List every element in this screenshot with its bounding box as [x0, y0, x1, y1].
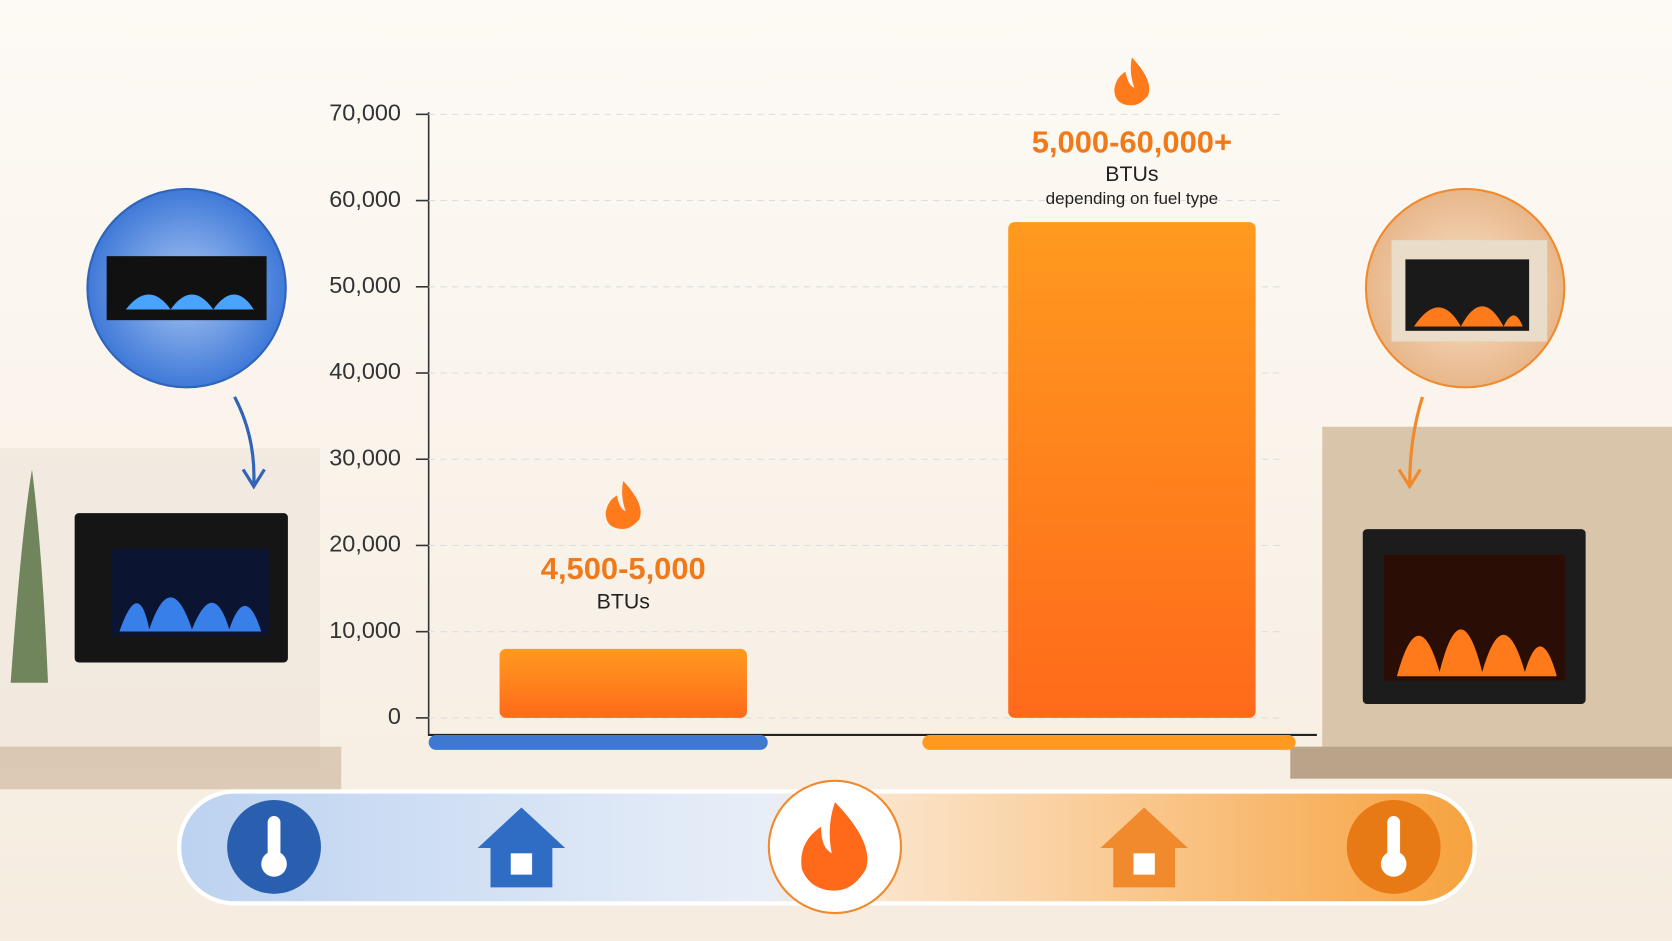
y-tick-label: 50,000	[329, 272, 401, 298]
house-orange-window	[1133, 853, 1155, 875]
thermometer-orange-bulb	[1380, 851, 1407, 877]
blue-base	[428, 734, 768, 750]
thermometer-orange-tube	[1387, 815, 1401, 859]
center-flame	[801, 802, 868, 891]
left-arrow	[233, 396, 266, 490]
left-circle-flame	[125, 294, 254, 310]
y-tick-label: 10,000	[329, 617, 401, 643]
y-tick-label: 20,000	[329, 531, 401, 557]
blue-flame	[119, 597, 262, 632]
y-tick-label: 60,000	[329, 186, 401, 212]
y-tick-label: 70,000	[329, 100, 401, 126]
y-tick-label: 40,000	[329, 358, 401, 384]
house-orange	[1100, 807, 1188, 888]
right-circle-flame	[1413, 306, 1523, 327]
annotation: BTUs	[597, 590, 650, 614]
house-blue-window	[510, 853, 533, 875]
orange-base	[922, 734, 1296, 750]
thermometer-blue-tube	[267, 815, 281, 859]
annotation: depending on fuel type	[1046, 189, 1219, 208]
left-circle-fireplace	[106, 256, 267, 321]
left-shelf	[0, 746, 342, 790]
flame-icon	[1114, 57, 1150, 106]
annotation: 4,500-5,000	[541, 551, 706, 586]
house-blue	[477, 807, 566, 888]
orange-flame	[1396, 629, 1557, 677]
thermometer-blue-bulb	[261, 851, 287, 877]
annotation: BTUs	[1105, 162, 1158, 186]
plant	[10, 469, 48, 683]
y-tick-label: 0	[388, 703, 401, 729]
bar	[1008, 222, 1256, 718]
flame-icon	[605, 480, 641, 529]
right-hearth	[1290, 746, 1672, 779]
bar	[499, 648, 747, 718]
annotation: 5,000-60,000+	[1032, 124, 1232, 159]
right-arrow	[1397, 396, 1425, 490]
y-tick-label: 30,000	[329, 444, 401, 470]
